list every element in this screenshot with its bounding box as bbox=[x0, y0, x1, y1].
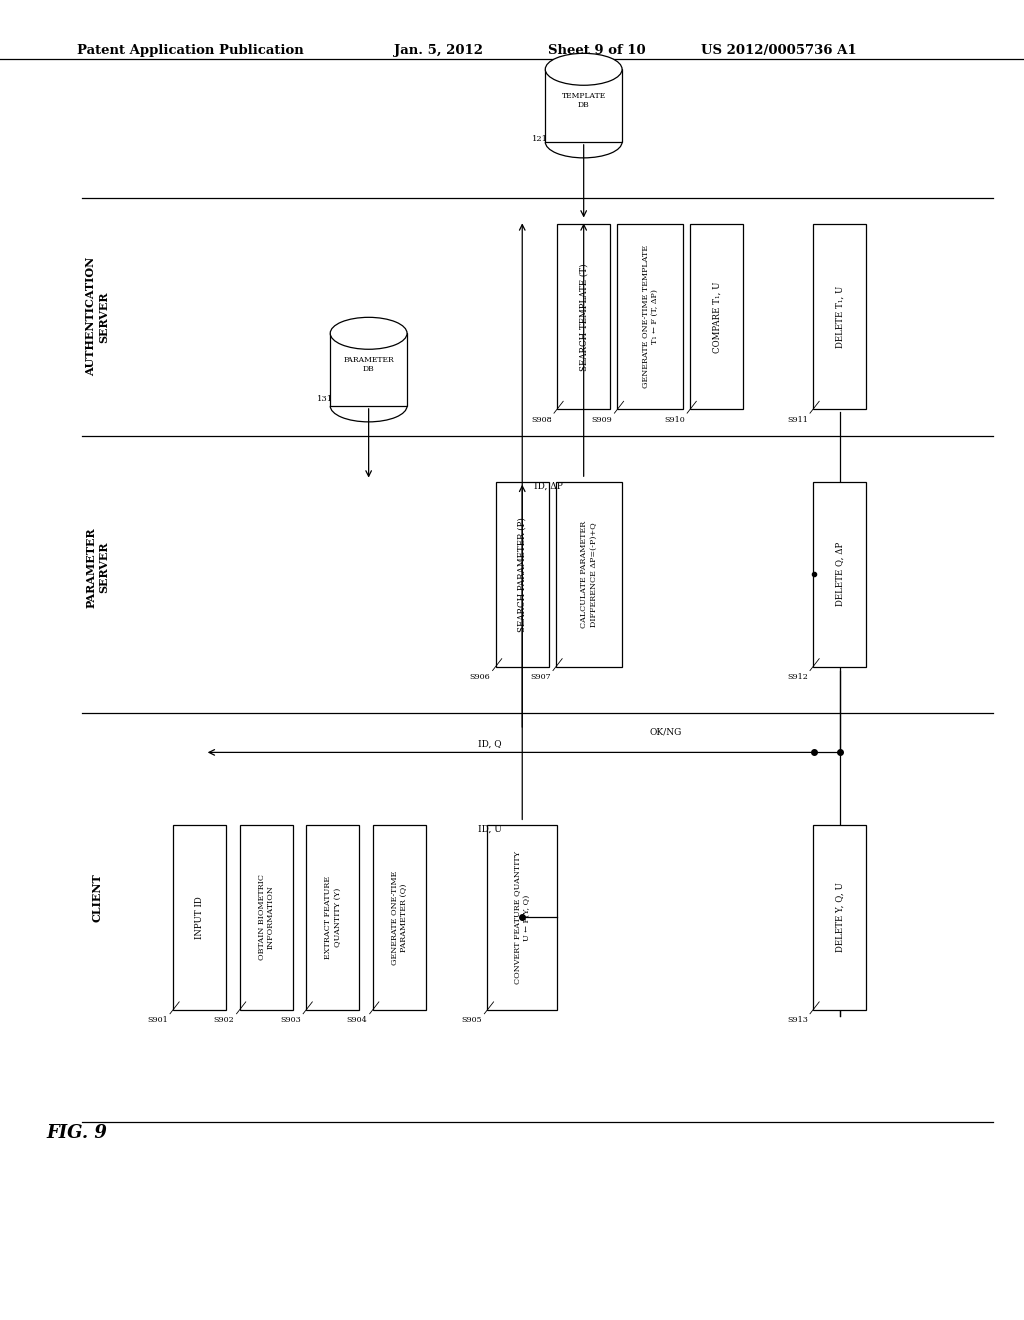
Text: S905: S905 bbox=[462, 1016, 482, 1024]
Bar bbox=[545, 69, 622, 141]
Text: S907: S907 bbox=[530, 673, 551, 681]
Text: S904: S904 bbox=[347, 1016, 368, 1024]
Text: CALCULATE PARAMETER
DIFFERENCE ΔP=(-P)+Q: CALCULATE PARAMETER DIFFERENCE ΔP=(-P)+Q bbox=[581, 520, 597, 628]
Text: S913: S913 bbox=[787, 1016, 808, 1024]
Text: S903: S903 bbox=[281, 1016, 301, 1024]
Text: 131: 131 bbox=[316, 395, 333, 403]
Text: US 2012/0005736 A1: US 2012/0005736 A1 bbox=[701, 44, 857, 57]
Bar bbox=[373, 825, 426, 1010]
Text: ID, ΔP: ID, ΔP bbox=[535, 482, 563, 491]
Bar bbox=[306, 825, 359, 1010]
Text: OBTAIN BIOMETRIC
INFORMATION: OBTAIN BIOMETRIC INFORMATION bbox=[258, 874, 274, 961]
Text: S908: S908 bbox=[531, 416, 552, 424]
Text: DELETE T₁, U: DELETE T₁, U bbox=[836, 285, 844, 348]
Bar bbox=[487, 825, 557, 1010]
Text: ID, Q: ID, Q bbox=[478, 739, 502, 748]
Bar bbox=[813, 224, 866, 409]
Bar bbox=[496, 482, 549, 667]
Bar bbox=[813, 482, 866, 667]
Text: S902: S902 bbox=[214, 1016, 234, 1024]
Text: AUTHENTICATION
SERVER: AUTHENTICATION SERVER bbox=[85, 257, 110, 376]
Text: SEARCH PARAMETER (P): SEARCH PARAMETER (P) bbox=[518, 516, 526, 632]
Text: DELETE Y, Q, U: DELETE Y, Q, U bbox=[836, 883, 844, 952]
Bar bbox=[240, 825, 293, 1010]
Text: DELETE Q, ΔP: DELETE Q, ΔP bbox=[836, 543, 844, 606]
Ellipse shape bbox=[545, 53, 622, 86]
Text: Jan. 5, 2012: Jan. 5, 2012 bbox=[394, 44, 483, 57]
Text: PARAMETER
SERVER: PARAMETER SERVER bbox=[85, 527, 110, 609]
Bar bbox=[813, 825, 866, 1010]
Text: S911: S911 bbox=[787, 416, 808, 424]
Bar bbox=[690, 224, 743, 409]
Text: S912: S912 bbox=[787, 673, 808, 681]
Text: EXTRACT FEATURE
QUANTITY (Y): EXTRACT FEATURE QUANTITY (Y) bbox=[325, 876, 341, 958]
Text: GENERATE ONE-TIME TEMPLATE
T₁ ← F (T, ΔP): GENERATE ONE-TIME TEMPLATE T₁ ← F (T, ΔP… bbox=[642, 246, 658, 388]
Text: S901: S901 bbox=[147, 1016, 168, 1024]
Text: Sheet 9 of 10: Sheet 9 of 10 bbox=[548, 44, 645, 57]
Text: 121: 121 bbox=[531, 135, 548, 143]
Text: Patent Application Publication: Patent Application Publication bbox=[77, 44, 303, 57]
Text: ID, U: ID, U bbox=[478, 825, 502, 834]
Text: GENERATE ONE-TIME
PARAMETER (Q): GENERATE ONE-TIME PARAMETER (Q) bbox=[391, 870, 408, 965]
Text: CLIENT: CLIENT bbox=[92, 874, 102, 921]
Text: S909: S909 bbox=[592, 416, 612, 424]
Text: INPUT ID: INPUT ID bbox=[196, 896, 204, 939]
Text: S906: S906 bbox=[470, 673, 490, 681]
Text: S910: S910 bbox=[665, 416, 685, 424]
Bar bbox=[330, 333, 408, 407]
Text: SEARCH TEMPLATE (T): SEARCH TEMPLATE (T) bbox=[580, 263, 588, 371]
Bar bbox=[617, 224, 683, 409]
Bar bbox=[173, 825, 226, 1010]
Text: OK/NG: OK/NG bbox=[649, 727, 682, 737]
Bar bbox=[557, 224, 610, 409]
Text: FIG. 9: FIG. 9 bbox=[46, 1123, 106, 1142]
Text: CONVERT FEATURE QUANTITY
U ← F(Y, Q): CONVERT FEATURE QUANTITY U ← F(Y, Q) bbox=[514, 851, 530, 983]
Text: TEMPLATE
DB: TEMPLATE DB bbox=[561, 92, 606, 110]
Bar bbox=[556, 482, 622, 667]
Text: COMPARE T₁, U: COMPARE T₁, U bbox=[713, 281, 721, 352]
Ellipse shape bbox=[330, 317, 407, 350]
Text: PARAMETER
DB: PARAMETER DB bbox=[343, 356, 394, 374]
